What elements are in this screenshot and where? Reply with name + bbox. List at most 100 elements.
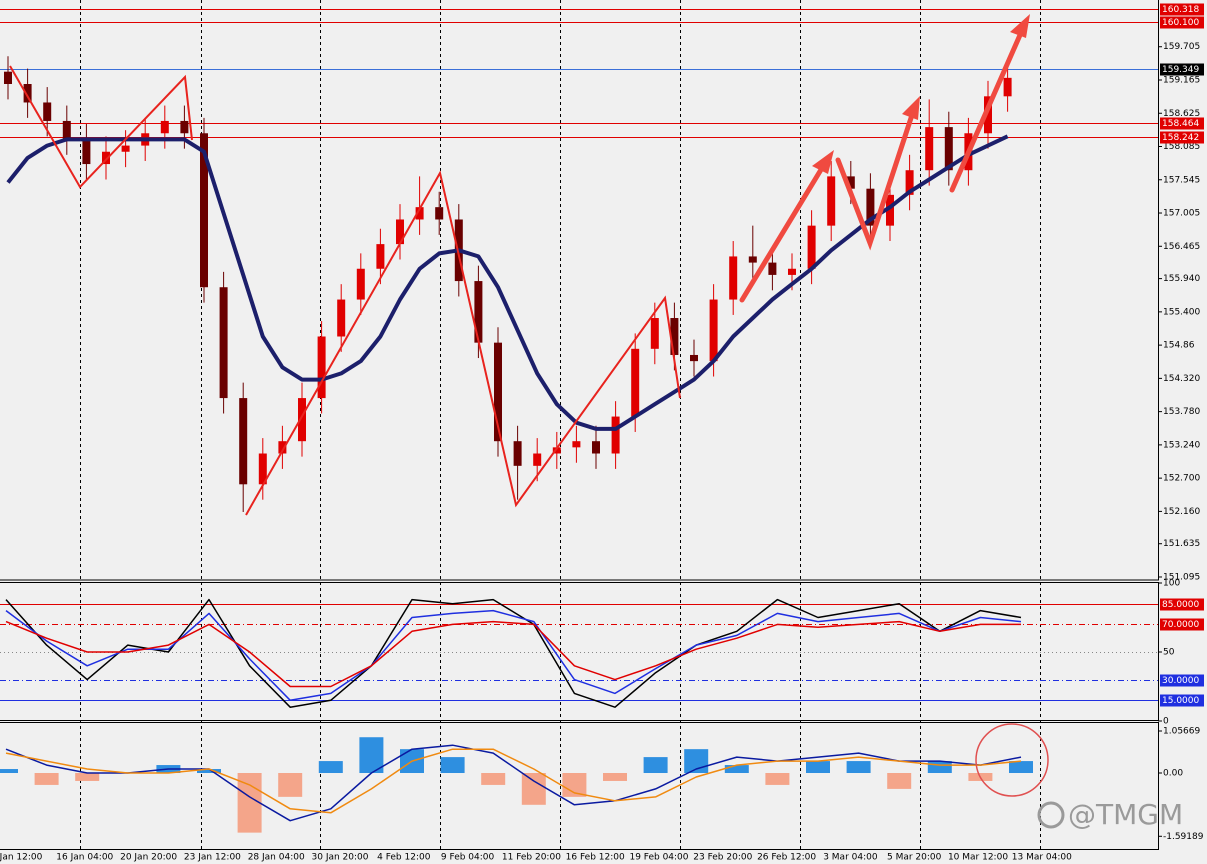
x-tick-label: 11 Feb 20:00 (502, 853, 561, 863)
candle-body (611, 416, 620, 454)
histogram-bar (724, 765, 749, 774)
histogram-bar (0, 769, 18, 774)
histogram-bar (359, 737, 384, 774)
arrow-heads (812, 14, 1030, 174)
candle-body (278, 441, 287, 454)
level-label: 160.318 (1162, 5, 1199, 15)
level-label: 159.349 (1162, 65, 1199, 75)
candle-body (102, 151, 110, 165)
candle-body (709, 299, 718, 362)
histogram-bar (521, 773, 546, 805)
y-tick-label: 155.940 (1163, 274, 1200, 284)
level-label: 15.0000 (1162, 696, 1199, 706)
y-tick-label: 157.545 (1163, 175, 1200, 185)
candle-body (925, 127, 934, 171)
y-tick-label: 155.400 (1163, 307, 1200, 317)
y-tick-label: 100 (1163, 579, 1180, 589)
candle-body (396, 219, 404, 245)
x-tick-label: 10 Mar 12:00 (948, 853, 1008, 863)
histogram-bar (1009, 761, 1033, 774)
x-tick-label: 5 Mar 20:00 (887, 853, 942, 863)
candle-body (415, 207, 424, 220)
data-layer (0, 9, 1158, 833)
candle-body (4, 71, 12, 85)
candle-body (121, 145, 130, 152)
candle-body (376, 244, 385, 269)
histogram-bar (197, 769, 221, 774)
level-label-box (1160, 598, 1204, 611)
x-tick-label: 3 Mar 04:00 (823, 853, 878, 863)
x-tick-label: 23 Feb 20:00 (693, 853, 752, 863)
candle-body (807, 225, 816, 269)
candle-body (592, 441, 600, 454)
candle-body (82, 139, 91, 165)
level-label: 158.242 (1162, 133, 1199, 143)
histogram-bar (237, 773, 262, 833)
histogram-bar (278, 773, 303, 797)
x-tick-label: 16 Jan 04:00 (56, 853, 113, 863)
candle-body (552, 447, 561, 454)
histogram-bar (887, 773, 912, 789)
candle-body (513, 441, 522, 466)
histogram-bar (440, 757, 465, 774)
level-label: 85.0000 (1162, 600, 1199, 610)
highlight-circle (975, 723, 1049, 797)
histogram-bar (481, 773, 506, 785)
candle-body (43, 102, 52, 121)
indicator-line (5, 609, 1022, 702)
candle-body (1003, 77, 1012, 97)
candle-body (788, 268, 796, 275)
indicator-line (5, 620, 1021, 688)
level-label: 30.0000 (1162, 676, 1199, 686)
x-tick-label: 4 Feb 12:00 (377, 853, 431, 863)
y-tick-label: 158.085 (1163, 142, 1200, 152)
zigzag (245, 170, 681, 516)
y-tick-label: 0 (1163, 717, 1169, 727)
candle-body (219, 287, 228, 399)
level-label: 70.0000 (1162, 620, 1199, 630)
arrows (739, 32, 1023, 303)
x-tick-label: 9 Feb 04:00 (441, 853, 495, 863)
level-label: 158.464 (1162, 119, 1199, 129)
candle-body (572, 441, 581, 448)
y-tick-label: 159.705 (1163, 42, 1200, 52)
x-tick-label: 28 Jan 04:00 (248, 853, 305, 863)
histogram-bar (927, 761, 952, 774)
candle-body (435, 207, 444, 220)
x-tick-label: Jan 12:00 (0, 853, 43, 863)
level-label-box (1160, 63, 1204, 76)
x-tick-label: 19 Feb 04:00 (629, 853, 688, 863)
y-tick-label: 158.625 (1163, 109, 1200, 119)
indicator-line (5, 748, 1022, 814)
price-panel (0, 0, 1159, 581)
candle-body (239, 398, 248, 485)
histogram-bar (765, 773, 790, 785)
level-label-box (1160, 674, 1204, 687)
candle-body (866, 188, 875, 226)
x-tick-label: 13 Mar 04:00 (1012, 853, 1072, 863)
zigzag (9, 65, 193, 189)
level-label-box (1160, 16, 1204, 29)
y-tick-label: 152.700 (1163, 474, 1200, 484)
candle-body (62, 120, 71, 140)
level-label-box (1160, 694, 1204, 707)
y-tick-label: 152.160 (1163, 507, 1200, 517)
x-tick-label: 16 Feb 12:00 (566, 853, 625, 863)
level-label-box (1160, 131, 1204, 144)
macd-panel (0, 722, 1159, 850)
candle-body (337, 299, 346, 337)
histogram-bar (603, 773, 627, 781)
candle-body (474, 281, 483, 343)
histogram-bar (318, 761, 343, 774)
y-tick-label: 157.005 (1163, 209, 1200, 219)
candle-body (944, 127, 953, 171)
candle-body (650, 318, 659, 349)
y-tick-label: 154.86 (1163, 341, 1195, 351)
x-tick-label: 30 Jan 20:00 (312, 853, 369, 863)
indicator-line (6, 134, 1009, 431)
candle-body (729, 256, 738, 300)
histogram-bar (75, 773, 100, 781)
candle-body (200, 133, 208, 288)
y-tick-label: 154.320 (1163, 374, 1200, 384)
